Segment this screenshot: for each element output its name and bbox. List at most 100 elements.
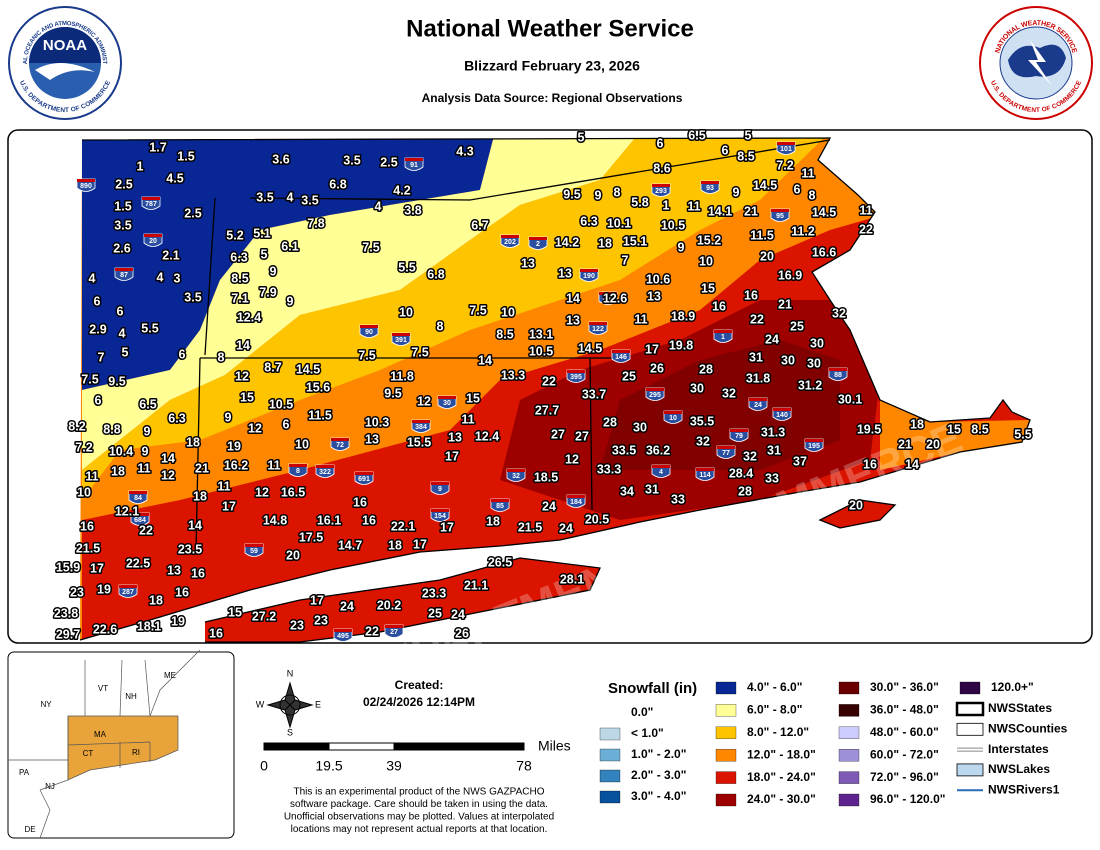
shield — [729, 428, 749, 442]
snowfall-observation: 9 — [142, 444, 149, 458]
snowfall-observation: 22.6 — [93, 622, 117, 636]
snowfall-observation: 25 — [428, 606, 442, 620]
snowfall-observation: 31 — [645, 482, 659, 496]
legend-swatch — [715, 726, 737, 739]
snowfall-observation: 7.5 — [358, 348, 375, 362]
snowfall-observation: 19.5 — [857, 422, 881, 436]
snowfall-observation: 5.2 — [226, 228, 243, 242]
shield-number: 4 — [659, 469, 663, 476]
shield-top — [360, 325, 378, 328]
shield — [354, 471, 374, 485]
shield-top — [412, 420, 430, 423]
snowfall-observation: 6 — [94, 294, 101, 308]
shield-top — [331, 438, 349, 441]
snowfall-observation: 15 — [240, 390, 254, 404]
legend-swatch — [599, 769, 621, 783]
compass-label: S — [287, 727, 293, 737]
shield-top — [501, 235, 519, 238]
shield — [506, 468, 526, 482]
snowfall-observation: 15 — [228, 605, 242, 619]
snowfall-observation: 17.5 — [299, 530, 323, 544]
interstate-shield: 2 — [528, 236, 548, 250]
snowfall-observation: 29.7 — [56, 627, 80, 641]
shield — [128, 490, 148, 504]
shield-top — [355, 472, 373, 475]
snowfall-observation: 16 — [362, 513, 376, 527]
shield-top — [385, 625, 403, 628]
shield — [716, 445, 736, 459]
snowfall-observation: 6 — [722, 143, 729, 157]
snowfall-observation: 6.3 — [230, 250, 247, 264]
shield-number: 91 — [410, 162, 418, 169]
snowfall-observation: 18.5 — [534, 470, 558, 484]
shield — [430, 508, 450, 522]
state-label: MA — [94, 730, 107, 739]
shield — [772, 407, 792, 421]
shield — [500, 234, 520, 248]
shield-top — [491, 499, 509, 502]
shield-number: 30 — [443, 400, 451, 407]
snowfall-observation: 11 — [267, 458, 280, 472]
snowfall-observation: 10 — [699, 254, 713, 268]
shield-number: 77 — [722, 450, 730, 457]
snowfall-observation: 3.8 — [404, 203, 421, 217]
snowfall-observation: 26 — [455, 626, 469, 640]
shield — [528, 236, 548, 250]
snowfall-observation: 6 — [283, 417, 290, 431]
state-label: NJ — [45, 782, 55, 791]
snowfall-observation: 5 — [122, 345, 129, 359]
shield — [430, 481, 450, 495]
snowfall-observation: 16.9 — [778, 268, 802, 282]
snowfall-observation: 36.2 — [646, 443, 670, 457]
snowfall-observation: 7.8 — [307, 216, 324, 230]
interstate-shield: 140 — [772, 407, 792, 421]
snowfall-observation: 5.1 — [253, 226, 270, 240]
shield-top — [567, 370, 585, 373]
snowfall-observation: 3.5 — [301, 193, 318, 207]
snowfall-observation: 16 — [353, 495, 367, 509]
shield-number: 293 — [655, 188, 667, 195]
shield-number: 8 — [296, 468, 300, 475]
snowfall-observation: 10.5 — [661, 218, 685, 232]
snowfall-observation: 2.5 — [184, 206, 201, 220]
snowfall-observation: 9.5 — [108, 374, 125, 388]
interstate-shield: 684 — [130, 512, 150, 526]
state-label: VT — [98, 684, 108, 693]
legend-label: 96.0" - 120.0" — [870, 792, 945, 806]
snowfall-observation: 24 — [451, 607, 465, 621]
snowfall-observation: 18 — [111, 464, 125, 478]
snowfall-observation: 26 — [650, 361, 664, 375]
nws-logo: NATIONAL WEATHER SERVICE U.S. DEPARTMENT… — [979, 6, 1093, 120]
snowfall-observation: 18 — [193, 489, 207, 503]
snowfall-observation: 28 — [603, 415, 617, 429]
shield-top — [749, 398, 767, 401]
snowfall-observation: 18 — [598, 236, 612, 250]
shield-top — [289, 464, 307, 467]
shield-number: 391 — [395, 337, 407, 344]
compass-label: N — [287, 668, 294, 678]
snowfall-observation: 10 — [399, 305, 413, 319]
snowfall-observation: 11 — [801, 166, 814, 180]
snowfall-observation: 10 — [295, 437, 309, 451]
interstate-shield: 391 — [391, 332, 411, 346]
legend-swatch — [838, 726, 860, 739]
shield-top — [696, 468, 714, 471]
snowfall-observation: 14.5 — [753, 178, 777, 192]
snowfall-observation: 6 — [179, 347, 186, 361]
interstate-shield: 384 — [411, 419, 431, 433]
shield-number: 79 — [735, 433, 743, 440]
shield-number: 154 — [434, 513, 446, 520]
snowfall-observation: 23 — [314, 613, 328, 627]
legend-swatch — [838, 681, 860, 695]
snowfall-observation: 21 — [195, 461, 209, 475]
snowfall-observation: 35.5 — [690, 414, 714, 428]
snowfall-observation: 8.5 — [496, 327, 513, 341]
snowfall-observation: 21 — [744, 204, 758, 218]
shield-number: 27 — [390, 629, 398, 636]
snowfall-observation: 9 — [595, 188, 602, 202]
snowfall-observation: 30 — [810, 336, 824, 350]
shield-number: 1 — [721, 334, 725, 341]
snowfall-observation: 19 — [97, 582, 111, 596]
interstate-shield: 184 — [566, 494, 586, 508]
